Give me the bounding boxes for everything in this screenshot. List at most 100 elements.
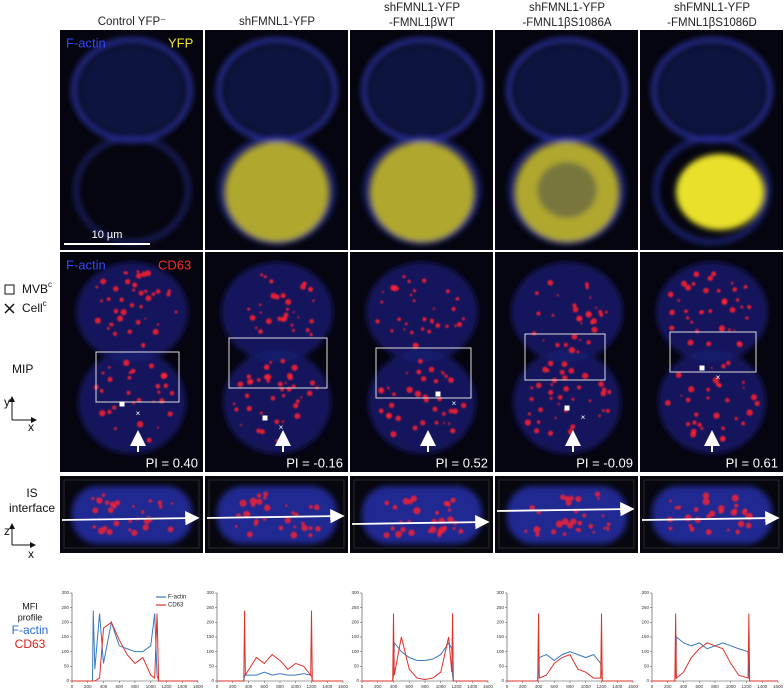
cd63-dot: [128, 519, 133, 523]
cd63-dot: [152, 328, 159, 335]
mvb-center: [435, 391, 441, 397]
cd63-dot: [606, 526, 610, 530]
cd63-dot: [100, 390, 104, 394]
legend-label: Cellc: [22, 299, 47, 315]
profile-arrow: [206, 508, 345, 524]
cd63-dot: [416, 369, 422, 375]
cd63-dot: [128, 528, 132, 532]
cd63-dot: [697, 422, 702, 427]
cd63-dot: [410, 495, 418, 502]
cd63-dot: [403, 328, 406, 331]
cd63-dot: [690, 320, 694, 324]
cd63-dot: [157, 390, 161, 394]
cd63-dot: [278, 525, 284, 531]
cd63-dot: [700, 426, 704, 430]
x-tick-label: 1600: [193, 684, 204, 689]
y-tick-label: 50: [644, 664, 650, 669]
cd63-dot: [375, 319, 380, 324]
column-header: shFMNL1-YFP: [384, 2, 460, 14]
cd63-dot: [598, 309, 603, 315]
cd63-dot: [251, 503, 256, 508]
cells: [511, 262, 623, 454]
profile-line: [507, 651, 633, 682]
cd63-dot: [402, 497, 410, 505]
cd63-dot: [136, 270, 140, 273]
cd63-dot: [592, 530, 595, 534]
cd63-dot: [274, 419, 280, 425]
cd63-dot: [588, 399, 592, 403]
cd63-dot: [674, 506, 679, 510]
cd63-dot: [725, 397, 730, 403]
cd63-dot: [138, 290, 144, 296]
cd63-dot: [721, 436, 726, 440]
profile-line: [72, 613, 198, 682]
cd63-dot: [548, 389, 554, 396]
cd63-dot: [290, 323, 294, 327]
cd63-dot: [136, 397, 142, 403]
cd63-dot: [128, 371, 132, 375]
interface-actin: [362, 486, 482, 544]
cd63-dot: [559, 369, 565, 375]
cd63-dot: [688, 386, 695, 393]
cd63-dot: [281, 420, 285, 423]
cd63-dot: [139, 304, 143, 309]
cd63-dot: [148, 499, 153, 503]
cd63-dot: [291, 329, 295, 333]
cd63-dot: [433, 379, 439, 384]
cd63-dot: [591, 318, 598, 324]
cd63-dot: [451, 306, 456, 312]
cd63-dot: [420, 420, 426, 426]
cd63-dot: [547, 279, 554, 286]
cd63-dot: [680, 394, 683, 397]
cd63-dot: [247, 307, 251, 311]
cd63-dot: [247, 512, 251, 516]
x-tick-label: 1000: [726, 684, 737, 689]
cd63-dot: [136, 272, 142, 279]
cd63-dot: [151, 292, 156, 297]
cd63-dot: [155, 383, 161, 389]
cd63-dot: [249, 497, 257, 505]
cd63-dot: [675, 372, 682, 378]
cd63-dot: [542, 366, 549, 373]
cell-lower: [653, 135, 771, 245]
legend-label: CD63: [168, 603, 184, 609]
cd63-dot: [561, 361, 568, 367]
cd63-dot: [405, 371, 409, 375]
cd63-dot: [386, 386, 390, 390]
y-tick-label: 150: [206, 634, 214, 639]
cd63-dot: [418, 358, 423, 364]
y-tick-label: 200: [641, 620, 649, 625]
x-tick-label: 600: [260, 684, 268, 689]
x-tick-label: 600: [115, 684, 123, 689]
yfp-cell: [676, 154, 764, 230]
cd63-dot: [718, 508, 724, 514]
cd63-dot: [605, 408, 610, 413]
cd63-dot: [285, 504, 288, 507]
cd63-dot: [117, 315, 124, 322]
cd63-dot: [420, 376, 427, 382]
profile-line: [72, 610, 198, 682]
cd63-dot: [585, 285, 589, 290]
cd63-dot: [664, 400, 671, 406]
is-region-box: [228, 337, 328, 389]
x-tick-label: 1200: [451, 684, 462, 689]
cd63-dot: [445, 324, 449, 328]
y-tick-label: 250: [496, 605, 504, 610]
y-tick-label: 150: [351, 634, 359, 639]
cd63-dot: [395, 530, 402, 538]
interface-cell: [72, 486, 192, 544]
cd63-dot: [125, 278, 131, 285]
cd63-dot: [580, 322, 583, 325]
y-tick-label: 200: [61, 620, 69, 625]
cd63-dot: [422, 440, 428, 446]
cd63-dot: [381, 290, 384, 293]
cd63-dot: [234, 524, 238, 528]
cd63-dot: [285, 299, 292, 306]
cd63-dot: [421, 278, 427, 283]
cd63-dot: [575, 496, 582, 503]
cd63-dot: [594, 491, 601, 497]
y-tick-label: 200: [351, 620, 359, 625]
y-tick-label: 250: [351, 605, 359, 610]
cells: [506, 37, 628, 245]
cd63-dot: [413, 507, 421, 515]
